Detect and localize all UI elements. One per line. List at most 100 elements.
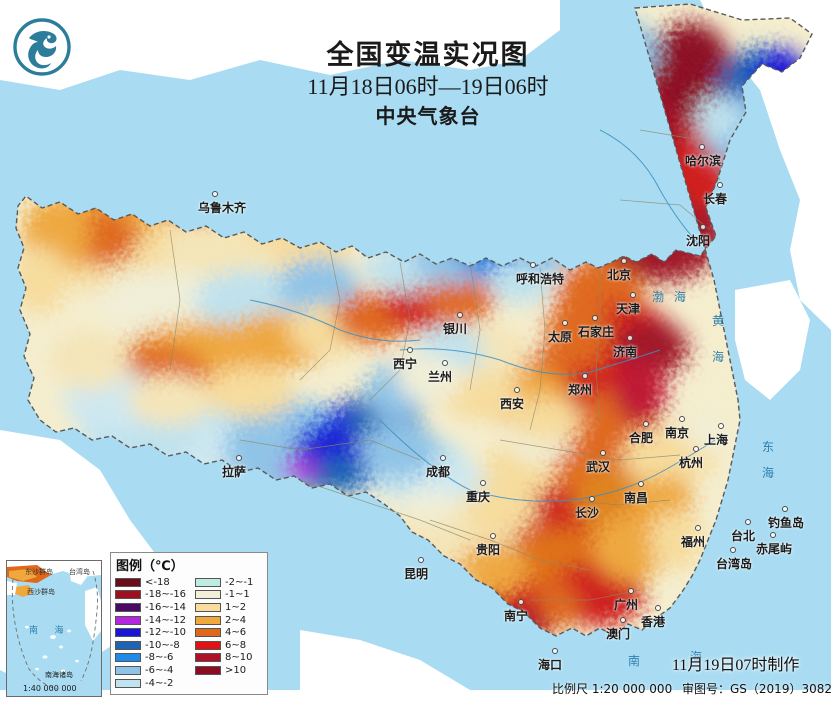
legend-swatch <box>115 577 141 587</box>
city-label-hongkong: 香港 <box>641 615 666 629</box>
city-label-nanjing: 南京 <box>665 426 690 440</box>
legend-row: -14~-12 <box>115 614 186 627</box>
city-label-hefei: 合肥 <box>629 431 654 445</box>
legend-swatch <box>195 665 221 675</box>
city-marker-chengdu <box>440 455 446 461</box>
legend-row: 2~4 <box>195 614 253 627</box>
approval-number: 审图号：GS（2019）3082号 <box>682 682 831 696</box>
legend-swatch <box>195 628 221 638</box>
city-marker-shijiazhuang <box>592 315 598 321</box>
city-marker-hohhot <box>530 262 536 268</box>
legend-swatch <box>195 653 221 663</box>
legend-row: 8~10 <box>195 652 253 665</box>
inset-caption: 南海诸岛 <box>45 672 73 679</box>
production-time: 11月19日07时制作 <box>672 657 800 674</box>
city-label-tianjin: 天津 <box>616 302 641 316</box>
legend-label: -8~-6 <box>145 652 174 664</box>
legend-label: -6~-4 <box>145 664 174 676</box>
city-marker-nanning <box>518 599 524 605</box>
legend-row: -8~-6 <box>115 652 186 665</box>
legend-label: -12~-10 <box>145 627 187 639</box>
sea-label-huanghai-1: 黄 <box>712 314 728 328</box>
city-marker-nanchang <box>638 481 644 487</box>
city-label-zhengzhou: 郑州 <box>568 383 593 397</box>
city-label-shanghai: 上海 <box>704 433 729 447</box>
province-boundaries <box>169 129 721 601</box>
city-label-guangzhou: 广州 <box>614 598 639 612</box>
city-label-taibei: 台北 <box>731 529 756 543</box>
legend-swatch <box>115 615 141 625</box>
city-marker-xian <box>514 387 520 393</box>
legend-row: >10 <box>195 664 253 677</box>
city-marker-jinan <box>627 335 633 341</box>
legend-label: >10 <box>225 664 247 676</box>
inset-label-xiamen: 东沙群岛 <box>25 569 53 576</box>
city-label-chiwei: 赤尾屿 <box>756 542 793 556</box>
legend-label: -10~-8 <box>145 639 180 651</box>
city-label-jinan: 济南 <box>613 345 638 359</box>
legend-swatch <box>195 602 221 612</box>
legend-row: -16~-14 <box>115 601 186 614</box>
legend-row: -10~-8 <box>115 639 186 652</box>
city-marker-wuhan <box>600 450 606 456</box>
city-label-guiyang: 贵阳 <box>476 543 501 557</box>
legend-swatch <box>115 590 141 600</box>
legend-label: -14~-12 <box>145 614 187 626</box>
legend-swatch <box>115 628 141 638</box>
map-scale: 比例尺 1:20 000 000 <box>552 682 673 696</box>
city-marker-chongqing <box>480 480 486 486</box>
legend-row: 4~6 <box>195 626 253 639</box>
legend-row: -4~-2 <box>115 677 186 690</box>
legend-swatch <box>115 678 141 688</box>
legend-swatch <box>195 615 221 625</box>
title-block: 全国变温实况图 11月18日06时—19日06时 中央气象台 <box>248 38 608 132</box>
city-marker-urumqi <box>212 191 218 197</box>
legend-column-cold: <-18 -18~-16 -16~-14 -14~-12 -12~-10 -10~-8 -8… <box>115 576 186 689</box>
city-marker-yinchuan <box>457 312 463 318</box>
legend-title: 图例（℃） <box>116 559 184 574</box>
city-label-hangzhou: 杭州 <box>679 456 704 470</box>
city-marker-beijing <box>621 258 627 264</box>
city-label-shijiazhuang: 石家庄 <box>578 325 615 339</box>
city-marker-shenyang <box>700 224 706 230</box>
city-label-macau: 澳门 <box>606 627 631 641</box>
legend-label: -18~-16 <box>145 589 187 601</box>
city-marker-guangzhou <box>628 588 634 594</box>
city-marker-nanjing <box>679 416 685 422</box>
city-label-hohhot: 呼和浩特 <box>516 272 565 286</box>
legend-label: -2~-1 <box>225 576 254 588</box>
legend-label: 8~10 <box>225 652 253 664</box>
inset-sea-label: 南 海 <box>29 625 71 635</box>
city-label-xian: 西安 <box>500 397 525 411</box>
city-label-kunming: 昆明 <box>404 567 429 581</box>
legend-label: -16~-14 <box>145 601 187 613</box>
city-label-urumqi: 乌鲁木齐 <box>198 201 247 215</box>
legend-label: 2~4 <box>225 614 247 626</box>
legend-label: 1~2 <box>225 601 247 613</box>
inset-label-taiwan: 台湾岛 <box>69 569 90 576</box>
legend-label: -4~-2 <box>145 677 174 689</box>
legend-swatch <box>115 665 141 675</box>
city-label-chongqing: 重庆 <box>466 490 491 504</box>
city-label-chengdu: 成都 <box>426 465 451 479</box>
legend-row: -18~-16 <box>115 589 186 602</box>
city-marker-hangzhou <box>693 446 699 452</box>
city-marker-hongkong <box>655 605 661 611</box>
title-period: 11月18日06时—19日06时 <box>307 74 549 99</box>
legend-row: -12~-10 <box>115 626 186 639</box>
city-marker-diaoyu <box>782 506 788 512</box>
legend-swatch <box>115 653 141 663</box>
city-label-taiyuan: 太原 <box>548 330 573 344</box>
legend-label: -1~1 <box>225 589 250 601</box>
inset-label-xisha: 西沙群岛 <box>27 589 55 596</box>
city-label-xining: 西宁 <box>393 357 418 371</box>
legend-label: <-18 <box>145 576 170 588</box>
city-label-lanzhou: 兰州 <box>428 370 453 384</box>
city-marker-xining <box>407 347 413 353</box>
legend-label: 6~8 <box>225 639 247 651</box>
city-label-changsha: 长沙 <box>575 506 600 520</box>
legend-swatch <box>115 640 141 650</box>
city-label-fuzhou: 福州 <box>681 535 706 549</box>
